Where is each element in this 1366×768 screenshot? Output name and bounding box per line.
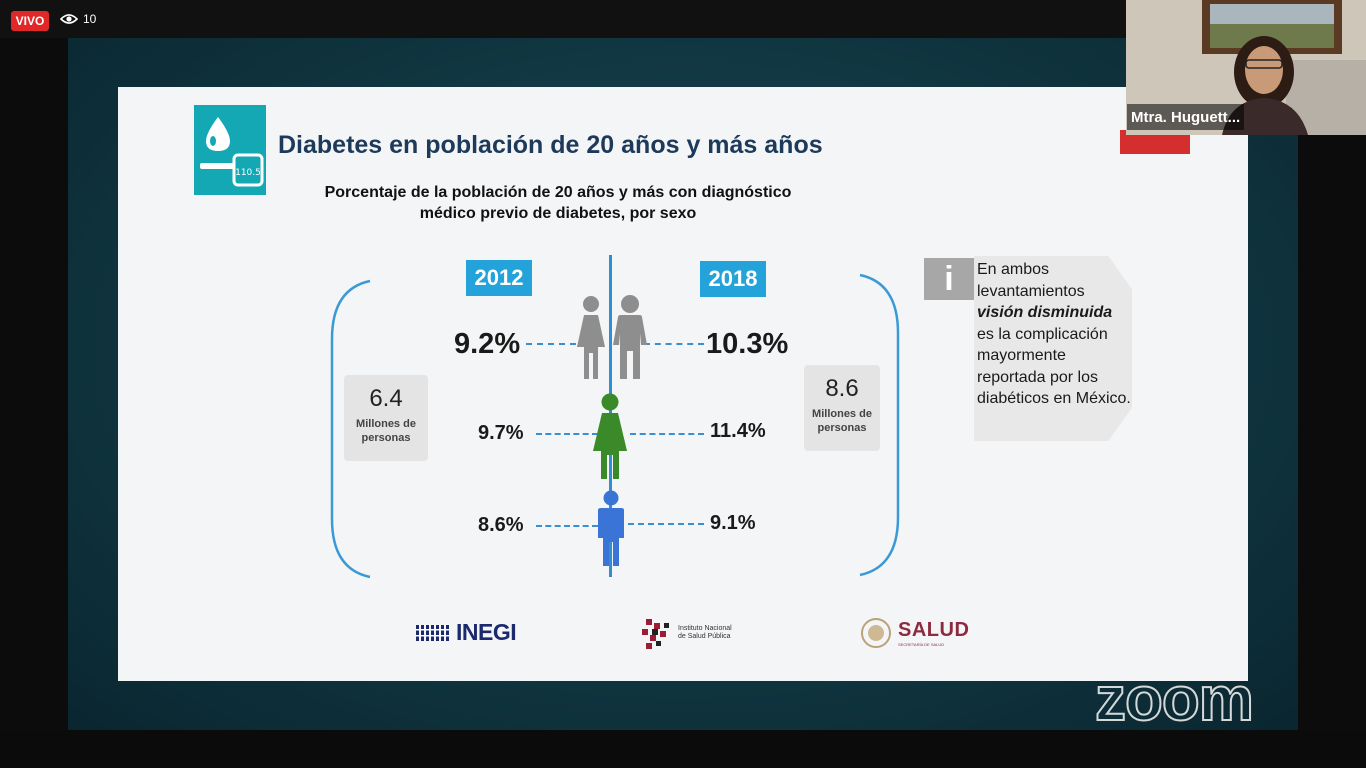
insp-logo-line2: de Salud Pública [678, 633, 731, 640]
presentation-slide: 110.5 Diabetes en población de 20 años y… [118, 87, 1248, 681]
slide-subtitle: Porcentaje de la población de 20 años y … [324, 184, 792, 222]
info-line-2: es la complicación mayormente reportada … [977, 325, 1131, 408]
right-bracket [859, 273, 900, 577]
row-women-right-dash [630, 433, 704, 435]
row-men-left-dash [536, 525, 598, 527]
inegi-logo: INEGI [416, 619, 517, 646]
women-2012-percent: 9.7% [478, 422, 524, 444]
year-2012-badge: 2012 [466, 260, 532, 296]
inegi-logo-text: INEGI [456, 619, 517, 645]
total-2018-percent: 10.3% [706, 328, 789, 360]
millions-2018-box: 8.6 Millones de personas [804, 365, 880, 451]
millions-2012-box: 6.4 Millones de personas [344, 375, 428, 461]
glucometer-icon: 110.5 [194, 105, 266, 195]
insp-logo-mark [642, 619, 669, 649]
millions-2012-value: 6.4 [369, 385, 403, 412]
info-icon: i [924, 258, 974, 300]
info-emphasis: visión disminuida [977, 304, 1113, 321]
zoom-watermark: zoom [1094, 664, 1255, 735]
millions-2012-unit: Millones de personas [356, 418, 416, 444]
left-bracket [330, 279, 371, 579]
info-callout-text: En ambos levantamientos visión disminuid… [977, 259, 1137, 410]
participant-name-label: Mtra. Huguett... [1127, 104, 1245, 130]
women-icon [593, 393, 627, 479]
viewer-count: 10 [60, 12, 96, 26]
total-2012-percent: 9.2% [454, 328, 521, 360]
insp-logo: Instituto Nacional de Salud Pública [640, 617, 732, 649]
salud-seal-icon [861, 618, 891, 648]
men-2012-percent: 8.6% [478, 514, 524, 536]
year-2018-badge: 2018 [700, 261, 766, 297]
info-callout-bg [974, 256, 1132, 441]
eye-icon [60, 14, 78, 24]
salud-logo-text: SALUD [898, 619, 970, 641]
info-line-1: En ambos levantamientos [977, 261, 1085, 300]
inegi-logo-mark [416, 624, 450, 641]
row-men-right-dash [628, 523, 704, 525]
men-icon [598, 490, 624, 566]
row-total-right-dash [644, 343, 704, 345]
women-2018-percent: 11.4% [710, 420, 766, 442]
insp-logo-line1: Instituto Nacional [678, 624, 732, 632]
row-total-left-dash [526, 343, 576, 345]
live-badge: VIVO [11, 11, 49, 31]
millions-2018-value: 8.6 [825, 375, 859, 402]
slide-title: Diabetes en población de 20 años y más a… [278, 131, 823, 159]
salud-logo: SALUD SECRETARÍA DE SALUD [860, 617, 969, 649]
millions-2018-unit: Millones de personas [812, 408, 872, 434]
men-2018-percent: 9.1% [710, 512, 756, 534]
salud-logo-subtext: SECRETARÍA DE SALUD [898, 642, 945, 647]
stream-bottom-bar [0, 730, 1366, 768]
webcam-scene [1126, 0, 1366, 135]
total-population-icon [577, 295, 647, 379]
viewer-count-value: 10 [83, 12, 97, 26]
glucometer-reading: 110.5 [235, 168, 261, 178]
row-women-left-dash [536, 433, 598, 435]
